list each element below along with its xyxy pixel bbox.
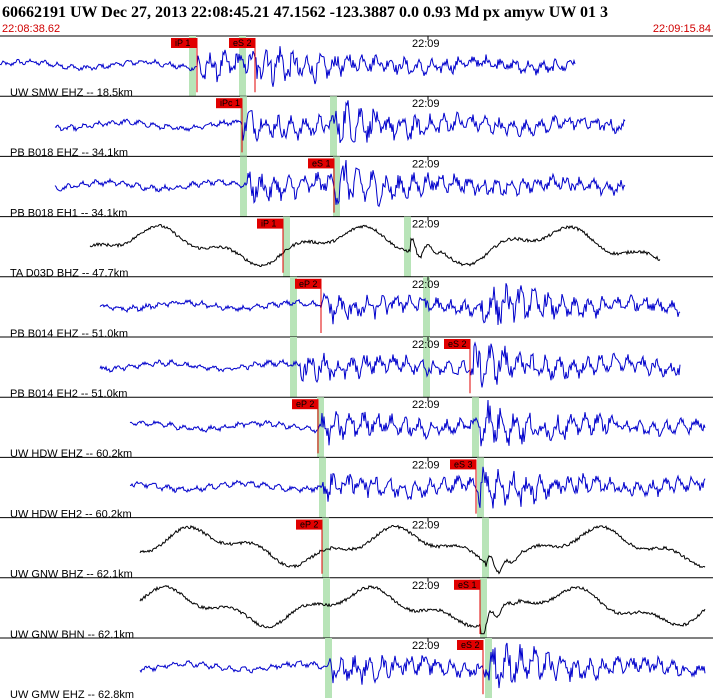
end-time: 22:09:15.84 (653, 23, 711, 35)
pick-label: eP 2 (296, 399, 314, 409)
pick-box (292, 399, 318, 410)
pick-label: eS 2 (448, 339, 467, 349)
trace-label: PB B014 EHZ -- 51.0km (10, 328, 128, 340)
phase-marker (189, 36, 196, 97)
waveform (89, 223, 661, 267)
phase-marker (330, 96, 337, 157)
pick-label: eP 2 (300, 520, 318, 530)
pick-box (450, 459, 476, 470)
trace-label: UW GMW EHZ -- 62.8km (10, 689, 134, 698)
phase-marker (480, 577, 487, 638)
pick-label: eS 3 (454, 459, 473, 469)
time-label: 22:09 (412, 219, 440, 231)
waveform (54, 159, 626, 208)
pick-box (229, 38, 255, 48)
pick-label: eS 1 (458, 580, 477, 590)
pick-box (444, 339, 470, 349)
pick-box (296, 519, 322, 530)
time-label: 22:09 (412, 520, 440, 532)
phase-marker (485, 638, 492, 698)
waveform (99, 341, 681, 388)
waveform (54, 100, 626, 143)
phase-marker (423, 337, 430, 398)
pick-label: eS 1 (312, 158, 331, 168)
waveform (139, 642, 706, 689)
trace-label: UW SMW EHZ -- 18.5km (10, 87, 133, 99)
waveform (99, 283, 681, 326)
time-label: 22:09 (412, 339, 440, 351)
waveform (139, 524, 706, 575)
pick-box (457, 640, 483, 650)
pick-box (216, 98, 242, 109)
phase-marker (404, 216, 411, 277)
phase-marker (325, 638, 332, 698)
time-label: 22:09 (412, 459, 440, 471)
pick-label: iP 1 (175, 38, 190, 48)
time-label: 22:09 (412, 38, 440, 50)
pick-label: eS 2 (461, 640, 480, 650)
pick-box (257, 218, 283, 229)
trace-label: UW HDW EH2 -- 60.2km (10, 508, 132, 520)
phase-marker (319, 457, 326, 518)
start-time: 22:08:38.62 (2, 23, 60, 35)
pick-box (454, 579, 480, 590)
phase-marker (482, 517, 489, 578)
waveform (139, 584, 706, 635)
time-label: 22:09 (412, 279, 440, 291)
trace-label: UW GNW BHN -- 62.1km (10, 629, 134, 641)
phase-marker (290, 337, 297, 398)
time-label: 22:09 (412, 98, 440, 110)
pick-box (295, 278, 321, 289)
pick-label: eP 2 (299, 279, 317, 289)
time-label: 22:09 (412, 580, 440, 592)
phase-marker (239, 36, 246, 97)
pick-label: eS 2 (233, 38, 252, 48)
trace-label: PB B018 EHZ -- 34.1km (10, 147, 128, 159)
phase-marker (322, 517, 329, 578)
trace-label: UW GNW BHZ -- 62.1km (10, 569, 133, 581)
pick-box (171, 38, 197, 48)
trace-label: TA D03D BHZ -- 47.7km (10, 268, 128, 280)
pick-box (308, 158, 334, 169)
waveform (129, 399, 706, 447)
trace-label: UW HDW EHZ -- 60.2km (10, 448, 132, 460)
pick-label: iPc 1 (220, 98, 240, 108)
phase-marker (472, 397, 479, 458)
phase-marker (283, 216, 290, 277)
phase-marker (317, 397, 324, 458)
pick-label: iP 1 (261, 219, 276, 229)
trace-label: PB B018 EH1 -- 34.1km (10, 207, 127, 219)
phase-marker (333, 156, 340, 217)
time-label: 22:09 (412, 399, 440, 411)
time-label: 22:09 (412, 640, 440, 652)
event-header: 60662191 UW Dec 27, 2013 22:08:45.21 47.… (2, 4, 608, 21)
waveform (129, 466, 706, 509)
phase-marker (290, 276, 297, 337)
phase-marker (240, 96, 247, 157)
phase-marker (323, 577, 330, 638)
time-label: 22:09 (412, 158, 440, 170)
trace-label: PB B014 EH2 -- 51.0km (10, 388, 127, 400)
waveform (0, 46, 576, 87)
